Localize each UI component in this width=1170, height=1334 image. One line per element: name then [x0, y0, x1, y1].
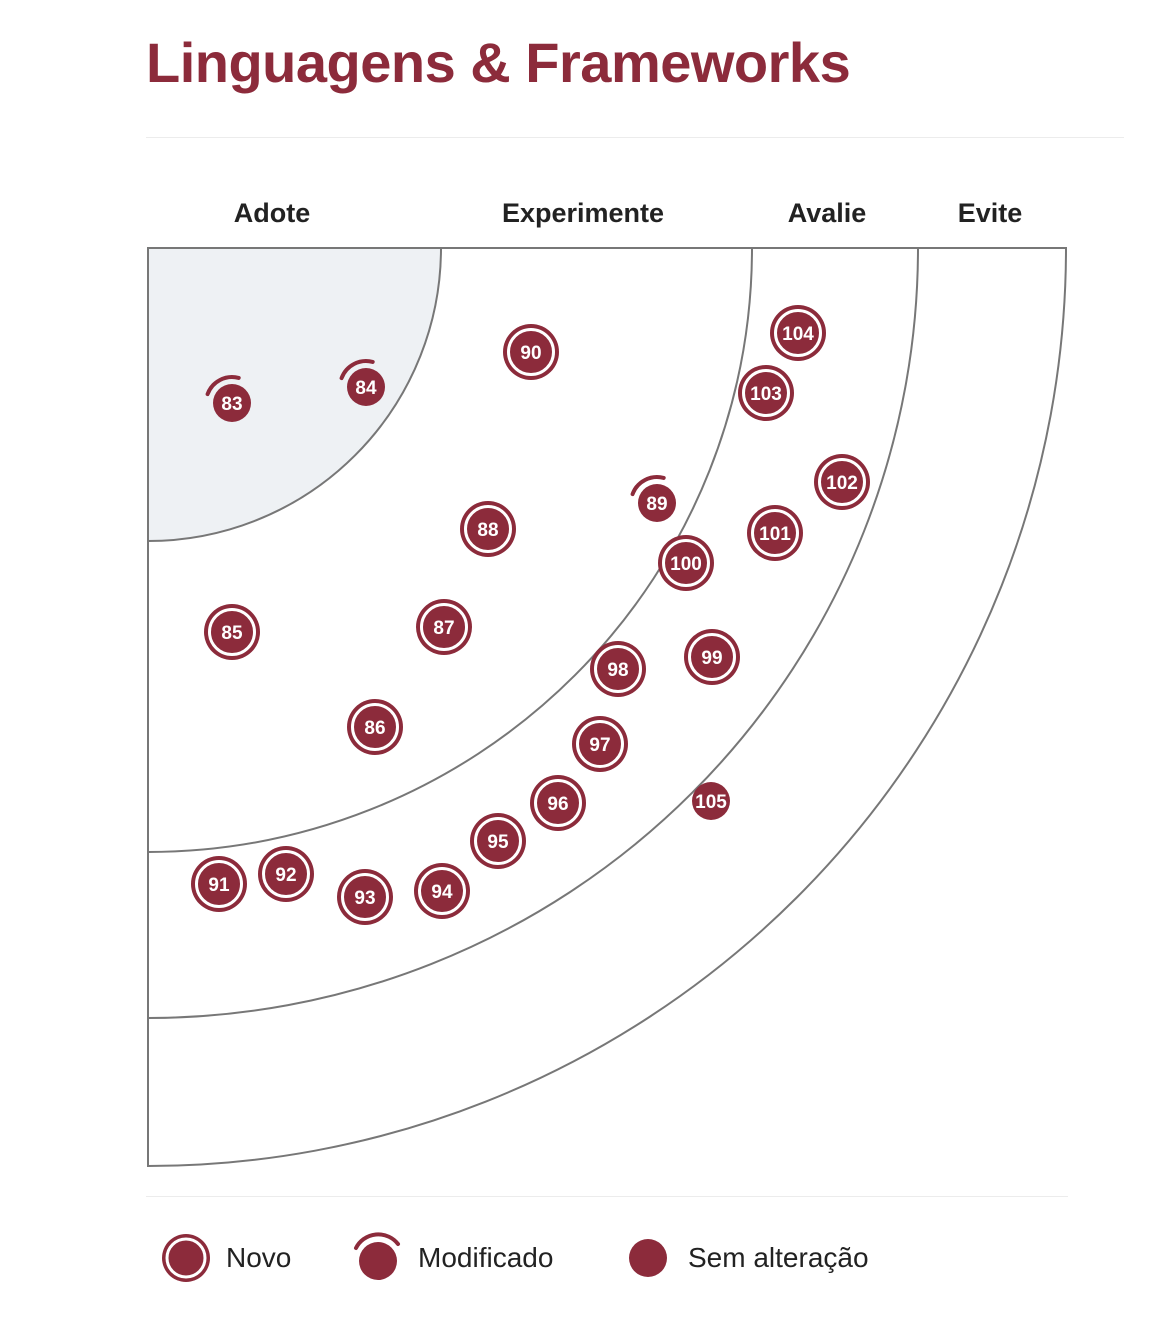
blip-label-103: 103 — [750, 384, 782, 405]
blip-label-98: 98 — [607, 660, 628, 681]
bottom-divider — [146, 1196, 1068, 1197]
blip-94[interactable]: 94 — [414, 863, 470, 919]
blip-label-93: 93 — [354, 888, 375, 909]
legend-label-moved: Modificado — [418, 1242, 554, 1273]
blip-label-83: 83 — [221, 394, 242, 415]
blip-label-87: 87 — [433, 618, 454, 639]
legend-item-new: Novo — [160, 1232, 291, 1284]
blip-92[interactable]: 92 — [258, 846, 314, 902]
blip-label-90: 90 — [520, 343, 541, 364]
blip-label-105: 105 — [695, 792, 727, 813]
blip-98[interactable]: 98 — [590, 641, 646, 697]
page-title: Linguagens & Frameworks — [146, 31, 851, 94]
blip-100[interactable]: 100 — [658, 535, 714, 591]
unchanged-blip-icon — [629, 1239, 667, 1277]
ring-label-adopt: Adote — [233, 198, 311, 228]
blip-86[interactable]: 86 — [347, 699, 403, 755]
blip-label-88: 88 — [477, 520, 498, 541]
legend-label-new: Novo — [226, 1242, 292, 1273]
blip-89[interactable]: 89 — [630, 475, 676, 522]
blip-101[interactable]: 101 — [747, 505, 803, 561]
legend-label-unchanged: Sem alteração — [688, 1242, 869, 1273]
blip-104[interactable]: 104 — [770, 305, 826, 361]
blip-label-86: 86 — [364, 718, 385, 739]
blip-93[interactable]: 93 — [337, 869, 393, 925]
blip-label-94: 94 — [431, 882, 453, 903]
blip-85[interactable]: 85 — [204, 604, 260, 660]
blip-label-89: 89 — [646, 494, 667, 515]
blip-95[interactable]: 95 — [470, 813, 526, 869]
blip-label-92: 92 — [275, 865, 296, 886]
new-blip-icon — [162, 1234, 210, 1282]
blip-97[interactable]: 97 — [572, 716, 628, 772]
blip-label-95: 95 — [487, 832, 509, 853]
blip-96[interactable]: 96 — [530, 775, 586, 831]
blip-84[interactable]: 84 — [339, 359, 385, 406]
blip-label-99: 99 — [701, 648, 722, 669]
blip-91[interactable]: 91 — [191, 856, 247, 912]
blip-87[interactable]: 87 — [416, 599, 472, 655]
blip-label-97: 97 — [589, 735, 610, 756]
blip-102[interactable]: 102 — [814, 454, 870, 510]
blip-label-85: 85 — [221, 623, 243, 644]
blip-label-84: 84 — [355, 378, 377, 399]
ring-adopt — [147, 247, 443, 543]
blip-99[interactable]: 99 — [684, 629, 740, 685]
blip-90[interactable]: 90 — [503, 324, 559, 380]
moved-blip-icon — [354, 1232, 400, 1280]
blip-label-91: 91 — [208, 875, 230, 896]
blip-label-96: 96 — [547, 794, 568, 815]
blip-83[interactable]: 83 — [205, 375, 251, 422]
blip-label-101: 101 — [759, 524, 791, 545]
ring-label-trial: Experimente — [501, 198, 665, 228]
legend-item-unchanged: Sem alteração — [622, 1232, 869, 1284]
ring-label-hold: Evite — [957, 198, 1023, 228]
blip-label-104: 104 — [782, 324, 814, 345]
blip-105[interactable]: 105 — [692, 782, 730, 820]
blip-88[interactable]: 88 — [460, 501, 516, 557]
legend-item-moved: Modificado — [352, 1232, 553, 1284]
top-divider — [146, 137, 1124, 138]
blip-label-100: 100 — [670, 554, 702, 575]
blip-label-102: 102 — [826, 473, 858, 494]
blip-103[interactable]: 103 — [738, 365, 794, 421]
ring-label-assess: Avalie — [787, 198, 867, 228]
